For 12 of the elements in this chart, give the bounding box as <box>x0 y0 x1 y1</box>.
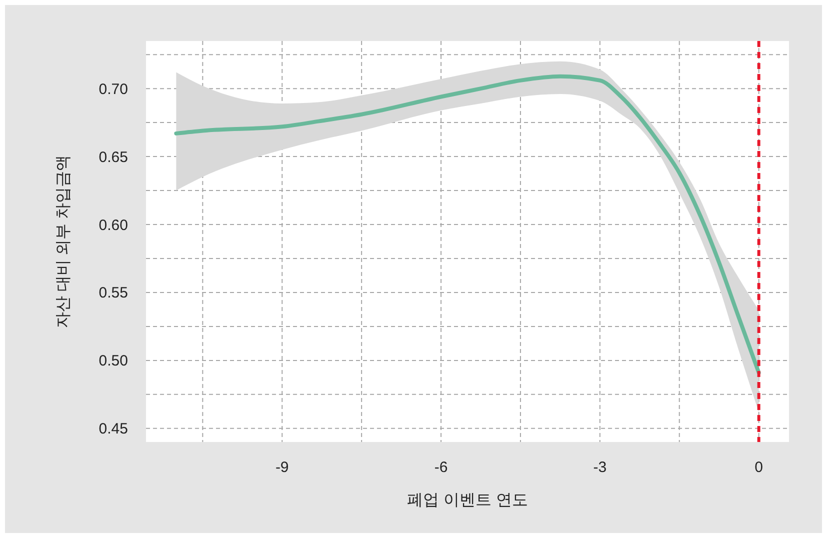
x-tick-label: -3 <box>593 459 607 476</box>
y-tick-label: 0.65 <box>98 148 128 166</box>
x-tick-label: -9 <box>275 459 289 476</box>
y-tick-label: 0.50 <box>98 352 128 370</box>
x-axis-title: 폐업 이벤트 연도 <box>407 492 528 509</box>
y-tick-label: 0.55 <box>98 284 128 302</box>
y-tick-label: 0.60 <box>98 216 128 234</box>
y-tick-label: 0.70 <box>98 80 128 98</box>
y-tick-label: 0.45 <box>98 420 128 438</box>
x-tick-label: 0 <box>754 459 763 476</box>
y-axis-title: 자산 대비 외부 차입금액 <box>55 154 72 328</box>
x-tick-label: -6 <box>434 459 448 476</box>
